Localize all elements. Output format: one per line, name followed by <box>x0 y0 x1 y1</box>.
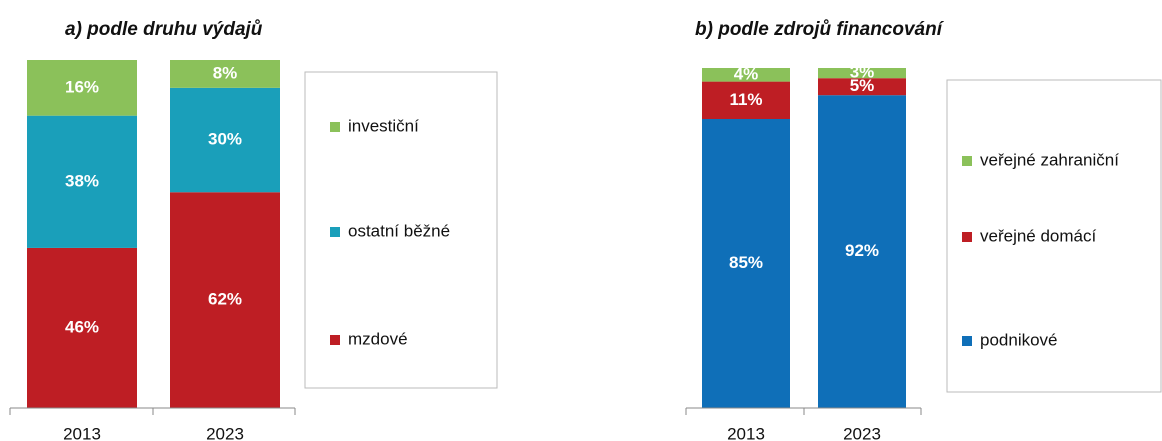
chart-title: a) podle druhu výdajů <box>65 19 263 40</box>
x-tick-label: 2013 <box>727 424 765 441</box>
bar-segment <box>818 95 906 408</box>
legend-label: mzdové <box>348 329 408 348</box>
bar-segment <box>170 192 280 408</box>
data-label: 3% <box>850 63 875 82</box>
data-label: 46% <box>65 317 99 336</box>
bar-segment <box>27 247 137 408</box>
chart-title: b) podle zdrojů financování <box>695 19 945 40</box>
data-label: 8% <box>213 63 238 82</box>
x-tick-label: 2023 <box>206 424 244 441</box>
data-label: 30% <box>208 130 242 149</box>
legend-swatch <box>330 122 340 132</box>
data-label: 5% <box>850 76 875 95</box>
data-label: 4% <box>734 64 759 83</box>
bar-segment <box>702 119 790 408</box>
legend-swatch <box>962 156 972 166</box>
legend-swatch <box>962 336 972 346</box>
bar-segment <box>27 60 137 116</box>
data-label: 62% <box>208 290 242 309</box>
legend-label: investiční <box>348 116 419 135</box>
legend-box <box>946 79 1162 393</box>
legend-label: podnikové <box>980 330 1058 349</box>
data-label: 92% <box>845 241 879 260</box>
bar-segment <box>170 60 280 88</box>
legend-label: veřejné zahraniční <box>980 150 1119 169</box>
legend-swatch <box>330 227 340 237</box>
data-label: 16% <box>65 77 99 96</box>
legend-swatch <box>962 232 972 242</box>
bar-segment <box>818 68 906 79</box>
data-label: 11% <box>729 90 762 109</box>
data-label: 85% <box>729 253 763 272</box>
bar-segment <box>27 115 137 248</box>
legend-label: veřejné domácí <box>980 226 1097 245</box>
legend-label: ostatní běžné <box>348 221 450 240</box>
bar-segment <box>702 81 790 119</box>
bar-segment <box>702 68 790 82</box>
x-tick-label: 2013 <box>63 424 101 441</box>
x-tick-label: 2023 <box>843 424 881 441</box>
data-label: 38% <box>65 171 99 190</box>
bar-segment <box>818 78 906 96</box>
bar-segment <box>170 87 280 193</box>
legend-box <box>304 71 498 389</box>
legend-swatch <box>330 335 340 345</box>
